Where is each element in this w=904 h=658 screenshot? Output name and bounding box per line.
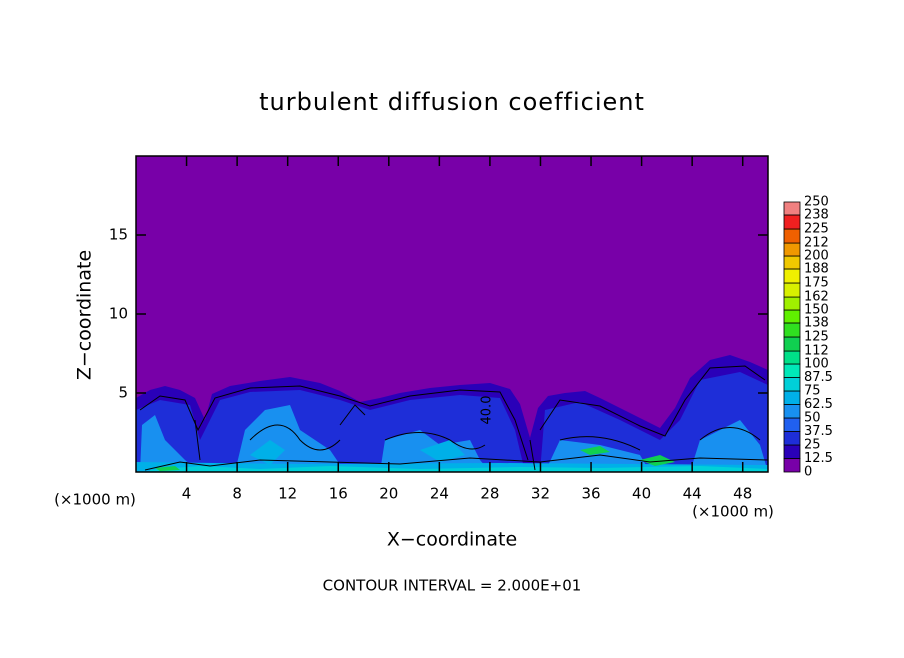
x-tick-label: 44 xyxy=(683,485,702,503)
colorbar-label: 62.5 xyxy=(804,397,833,412)
colorbar-swatch xyxy=(783,404,801,419)
colorbar-label: 25 xyxy=(804,438,821,453)
colorbar-label: 250 xyxy=(804,195,829,210)
colorbar-label: 200 xyxy=(804,249,829,264)
colorbar-swatch xyxy=(783,363,801,378)
colorbar-swatch xyxy=(783,228,801,244)
colorbar-label: 112 xyxy=(804,344,829,359)
colorbar-label: 12.5 xyxy=(804,451,833,466)
colorbar-swatch xyxy=(783,268,801,284)
colorbar-label: 162 xyxy=(804,290,829,305)
x-tick-label: 4 xyxy=(182,485,192,503)
x-axis-unit: (×1000 m) xyxy=(692,503,774,521)
colorbar-label: 75 xyxy=(804,384,821,399)
y-tick-label: 5 xyxy=(118,384,128,402)
x-tick-label: 32 xyxy=(531,485,550,503)
colorbar-swatch xyxy=(783,377,801,392)
x-tick-label: 36 xyxy=(581,485,600,503)
colorbar-label: 125 xyxy=(804,330,829,345)
colorbar-label: 212 xyxy=(804,236,829,251)
contour-line xyxy=(144,404,768,471)
colorbar-label: 37.5 xyxy=(804,424,833,439)
colorbar-label: 150 xyxy=(804,303,829,318)
y-tick-label: 10 xyxy=(109,305,128,323)
colorbar-label: 138 xyxy=(804,315,829,330)
footer-note: CONTOUR INTERVAL = 2.000E+01 xyxy=(323,577,582,595)
x-tick-label: 12 xyxy=(278,485,297,503)
y-axis-unit: (×1000 m) xyxy=(54,491,136,509)
colorbar-label: 175 xyxy=(804,276,829,291)
field xyxy=(136,156,768,472)
contour-label: 40.0 xyxy=(480,396,495,425)
colorbar-label: 0 xyxy=(804,465,812,480)
colorbar-swatch xyxy=(783,322,801,338)
field-region xyxy=(136,440,768,472)
field-region xyxy=(150,466,768,472)
chart-title: turbulent diffusion coefficient xyxy=(259,88,645,116)
colorbar-swatch xyxy=(783,390,801,405)
colorbar-label: 188 xyxy=(804,261,829,276)
colorbar-label: 225 xyxy=(804,222,829,237)
x-tick-label: 24 xyxy=(430,485,449,503)
colorbar-label: 87.5 xyxy=(804,370,833,385)
x-axis-label: X−coordinate xyxy=(387,529,517,551)
colorbar-swatch xyxy=(783,350,801,365)
colorbar-swatch xyxy=(783,309,801,324)
colorbar-swatch xyxy=(783,282,801,298)
x-tick-label: 40 xyxy=(632,485,651,503)
y-tick-label: 15 xyxy=(109,226,128,244)
colorbar-label: 50 xyxy=(804,411,821,426)
colorbar-swatch xyxy=(783,458,801,473)
x-tick-label: 20 xyxy=(379,485,398,503)
colorbar-swatch xyxy=(783,201,801,216)
colorbar-label: 238 xyxy=(804,207,829,222)
colorbar-swatch xyxy=(783,214,801,230)
colorbar-swatch xyxy=(783,431,801,446)
x-tick-label: 8 xyxy=(232,485,242,503)
y-axis-label: Z−coordinate xyxy=(74,250,96,380)
x-tick-label: 16 xyxy=(329,485,348,503)
x-tick-label: 28 xyxy=(480,485,499,503)
x-tick-label: 48 xyxy=(733,485,752,503)
colorbar-swatch xyxy=(783,296,801,311)
field-region xyxy=(140,405,768,472)
colorbar-swatch xyxy=(783,255,801,270)
colorbar-swatch xyxy=(783,336,801,352)
colorbar-swatch xyxy=(783,444,801,459)
colorbar-swatch xyxy=(783,242,801,257)
colorbar-swatch xyxy=(783,417,801,432)
colorbar-label: 100 xyxy=(804,357,829,372)
contour-line xyxy=(139,365,766,461)
